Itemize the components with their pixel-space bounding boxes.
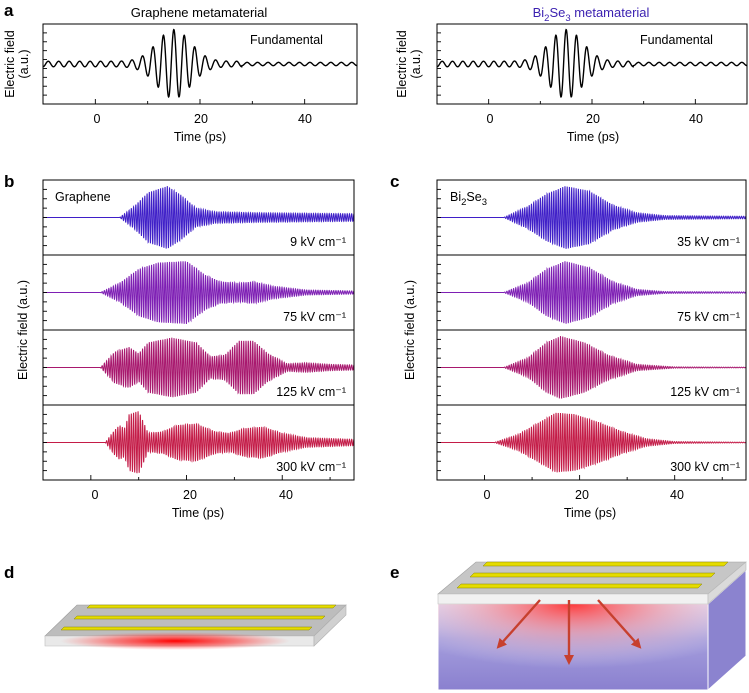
panel-a-left-ylabel-line1: Electric field — [3, 30, 17, 97]
panel-e-film-side — [707, 561, 747, 605]
panel-a-right-ylabel-line1: Electric field — [395, 30, 409, 97]
panel-a-right-tick-40: 40 — [689, 112, 703, 126]
panel-d-strip-2 — [73, 615, 326, 620]
panel-b-xlabel: Time (ps) — [172, 506, 224, 520]
panel-a-right-title: Bi2Se3 metamaterial — [533, 5, 650, 24]
panel-letter-c: c — [390, 172, 399, 191]
panel-e-heating-region — [438, 604, 708, 690]
panel-b-ylabel: Electric field (a.u.) — [16, 280, 30, 380]
panel-c-field-label-4: 300 kV cm⁻¹ — [670, 460, 740, 474]
panel-c-axes: Bi2Se3 35 kV cm⁻¹ 75 kV cm⁻¹ 125 kV cm⁻¹… — [436, 179, 747, 520]
panel-b-field-label-3: 125 kV cm⁻¹ — [276, 385, 346, 399]
panel-c-tick-0: 0 — [484, 488, 491, 502]
panel-a-right-annotation: Fundamental — [640, 33, 713, 47]
trace-9-kv — [43, 186, 355, 249]
panel-d-heating-region — [60, 632, 290, 650]
panel-c-xlabel: Time (ps) — [564, 506, 616, 520]
panel-d-thin-film-illustration — [44, 604, 347, 650]
panel-a-left-xlabel: Time (ps) — [174, 130, 226, 144]
panel-c-ylabel: Electric field (a.u.) — [403, 280, 417, 380]
trace-35-kv — [437, 186, 747, 249]
panel-c-traces — [437, 186, 747, 473]
panel-c-field-label-3: 125 kV cm⁻¹ — [670, 385, 740, 399]
panel-a-right-tick-0: 0 — [487, 112, 494, 126]
panel-e-bulk-illustration — [437, 561, 747, 692]
panel-letter-b: b — [4, 172, 14, 191]
panel-b-traces — [43, 186, 355, 474]
panel-e-metal-strips — [456, 561, 729, 589]
panel-a-right-tick-20: 20 — [586, 112, 600, 126]
panel-a-left-tick-40: 40 — [298, 112, 312, 126]
panel-b-field-label-2: 75 kV cm⁻¹ — [283, 310, 346, 324]
trace-75-kv — [437, 261, 747, 324]
panel-letter-a: a — [4, 1, 14, 20]
panel-a-left-ylabel-line2: (a.u.) — [17, 49, 31, 78]
panel-e-strip-2 — [469, 572, 716, 578]
panel-a-left-tick-20: 20 — [194, 112, 208, 126]
panel-e-film-top — [437, 561, 747, 595]
panel-a-right-ylabel: Electric field (a.u.) — [395, 30, 423, 97]
panel-e-heat-flow-arrows — [496, 599, 642, 666]
panel-d-substrate-top — [44, 604, 347, 637]
panel-d-metal-strips — [60, 604, 337, 631]
trace-300-kv — [43, 411, 355, 474]
panel-b-tick-0: 0 — [92, 488, 99, 502]
panel-a-left-axes: Fundamental 0 20 40 Time (ps) — [42, 23, 358, 144]
panel-c-field-label-1: 35 kV cm⁻¹ — [677, 235, 740, 249]
panel-b-field-label-4: 300 kV cm⁻¹ — [276, 460, 346, 474]
panel-c-tick-40: 40 — [670, 488, 684, 502]
panel-e-arrow-left — [496, 599, 541, 649]
panel-a-right-ylabel-line2: (a.u.) — [409, 49, 423, 78]
panel-c-tick-20: 20 — [575, 488, 589, 502]
panel-a-right-xlabel: Time (ps) — [567, 130, 619, 144]
panel-d-strip-3 — [60, 626, 313, 631]
panel-e-strip-1 — [482, 561, 729, 567]
panel-e-strip-3 — [456, 583, 703, 589]
panel-b-tick-40: 40 — [279, 488, 293, 502]
panel-b-axes: Graphene 9 kV cm⁻¹ 75 kV cm⁻¹ 125 kV cm⁻… — [42, 179, 355, 520]
panel-a-left-fundamental-trace — [42, 28, 358, 98]
panel-d-substrate-side — [313, 604, 347, 647]
trace-75-kv — [43, 261, 355, 325]
panel-e-arrow-right — [597, 599, 642, 649]
panel-c-material-label: Bi2Se3 — [450, 190, 487, 208]
panel-d-strip-1 — [86, 604, 337, 609]
trace-300-kv — [437, 412, 747, 473]
panel-e-film-front — [437, 593, 709, 605]
panel-a-right-axes: Fundamental 0 20 40 Time (ps) — [436, 23, 748, 144]
panel-a-left-title: Graphene metamaterial — [131, 5, 268, 20]
panel-a-left-tick-0: 0 — [94, 112, 101, 126]
panel-a-right-fundamental-trace — [436, 28, 748, 98]
panel-b-field-label-1: 9 kV cm⁻¹ — [290, 235, 346, 249]
panel-letter-d: d — [4, 563, 14, 582]
panel-c-field-label-2: 75 kV cm⁻¹ — [677, 310, 740, 324]
panel-b-tick-20: 20 — [183, 488, 197, 502]
panel-a-left-ylabel: Electric field (a.u.) — [3, 30, 31, 97]
panel-letter-e: e — [390, 563, 399, 582]
trace-125-kv — [437, 336, 747, 399]
panel-a-left-annotation: Fundamental — [250, 33, 323, 47]
trace-125-kv — [43, 337, 355, 398]
panel-b-material-label: Graphene — [55, 190, 111, 204]
panel-a-left-ticks — [43, 32, 358, 104]
panel-a-right-ticks — [437, 32, 748, 104]
